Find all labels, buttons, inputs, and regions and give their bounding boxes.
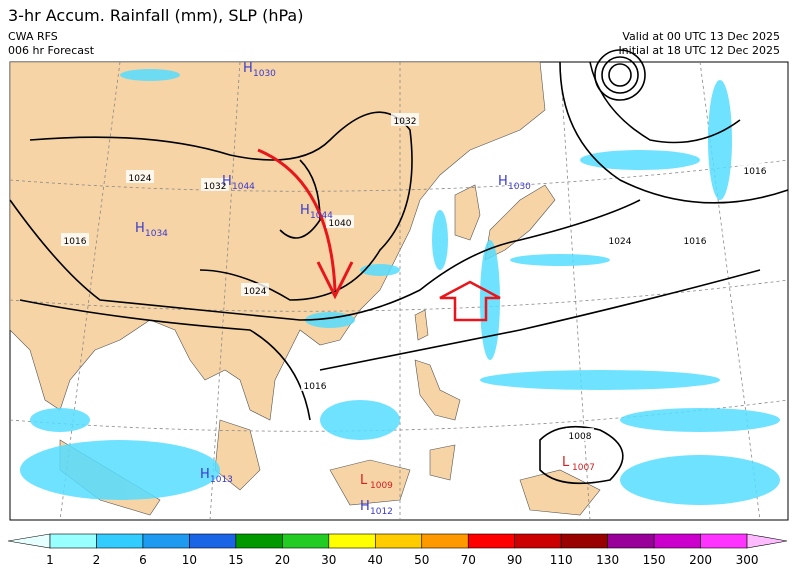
legend-label: 1 [46, 553, 54, 567]
isobar-label: 1032 [394, 117, 417, 127]
legend-swatch [607, 533, 655, 549]
pressure-symbol: L [562, 455, 570, 470]
isobar-label-bg [391, 113, 419, 126]
legend-label: 2 [93, 553, 101, 567]
legend-swatch [189, 533, 237, 549]
legend-swatch [49, 533, 97, 549]
legend-swatch [421, 533, 469, 549]
legend-label: 50 [414, 553, 429, 567]
isobar-label-bg [301, 378, 329, 391]
legend-label: 300 [736, 553, 759, 567]
pressure-value: 1030 [508, 182, 531, 192]
title: 3-hr Accum. Rainfall (mm), SLP (hPa) [8, 6, 304, 25]
legend-swatch [374, 533, 423, 549]
legend-label: 15 [228, 553, 243, 567]
isobar-label-bg [201, 178, 229, 191]
isobar-label-bg [606, 233, 634, 246]
legend-swatch [235, 533, 283, 549]
initial-time: Initial at 18 UTC 12 Dec 2025 [618, 44, 780, 57]
pressure-symbol: H [498, 174, 508, 189]
pressure-symbol: H [243, 61, 253, 76]
isobar-label-bg [126, 170, 154, 183]
legend-label: 90 [507, 553, 522, 567]
isobar-label-bg [566, 428, 594, 441]
isobar-label: 1016 [304, 382, 327, 392]
pressure-value: 1044 [310, 211, 333, 221]
isobar-label: 1024 [609, 237, 632, 247]
isobar-label-bg [61, 233, 89, 246]
pressure-symbol: L [360, 473, 368, 488]
isobar-label-bg [741, 163, 769, 176]
pressure-value: 1009 [370, 481, 393, 491]
legend-swatch [560, 533, 608, 549]
isobar-label-bg [241, 283, 269, 296]
isobar-label: 1008 [569, 432, 592, 442]
legend-swatch [467, 533, 516, 549]
legend-label: 110 [550, 553, 573, 567]
legend-swatch [282, 533, 330, 549]
legend-swatch [653, 533, 701, 549]
legend-label: 70 [461, 553, 476, 567]
legend-label: 20 [275, 553, 290, 567]
isobar-label: 1016 [684, 237, 707, 247]
legend-label: 200 [689, 553, 712, 567]
isobar-label: 1016 [744, 167, 767, 177]
isobar-label-bg [681, 233, 709, 246]
pressure-value: 1034 [145, 229, 168, 239]
isobar-label-bg [326, 215, 354, 228]
pressure-value: 1030 [253, 69, 276, 79]
legend-swatch [514, 533, 562, 549]
legend-label: 30 [321, 553, 336, 567]
rainfall [20, 69, 780, 505]
legend-label: 10 [182, 553, 197, 567]
valid-time: Valid at 00 UTC 13 Dec 2025 [622, 30, 780, 43]
legend-arrow-high [746, 533, 788, 549]
forecast: 006 hr Forecast [8, 44, 95, 57]
annotation-arrow [257, 148, 501, 322]
legend-swatch [328, 533, 376, 549]
legend-swatch [96, 533, 144, 549]
pressure-symbol: H [360, 499, 370, 514]
legend-swatch [142, 533, 190, 549]
isobar-label: 1040 [329, 219, 352, 229]
pressure-symbol: H [222, 174, 232, 189]
pressure-symbol: H [200, 467, 210, 482]
legend-label: 6 [139, 553, 147, 567]
isobar-label: 1024 [129, 174, 152, 184]
pressure-value: 1013 [210, 475, 233, 485]
isobar-label: 1016 [64, 237, 87, 247]
isobar-label: 1024 [244, 287, 267, 297]
pressure-value: 1044 [232, 182, 255, 192]
source: CWA RFS [8, 30, 58, 43]
pressure-symbol: H [135, 221, 145, 236]
pressure-symbol: H [300, 203, 310, 218]
pressure-value: 1012 [370, 507, 393, 517]
legend-label: 150 [643, 553, 666, 567]
legend-label: 40 [368, 553, 383, 567]
isobar-label: 1032 [204, 182, 227, 192]
legend-label: 130 [596, 553, 619, 567]
pressure-value: 1007 [572, 463, 595, 473]
legend-arrow-low [7, 533, 51, 549]
legend-swatch [700, 533, 748, 549]
